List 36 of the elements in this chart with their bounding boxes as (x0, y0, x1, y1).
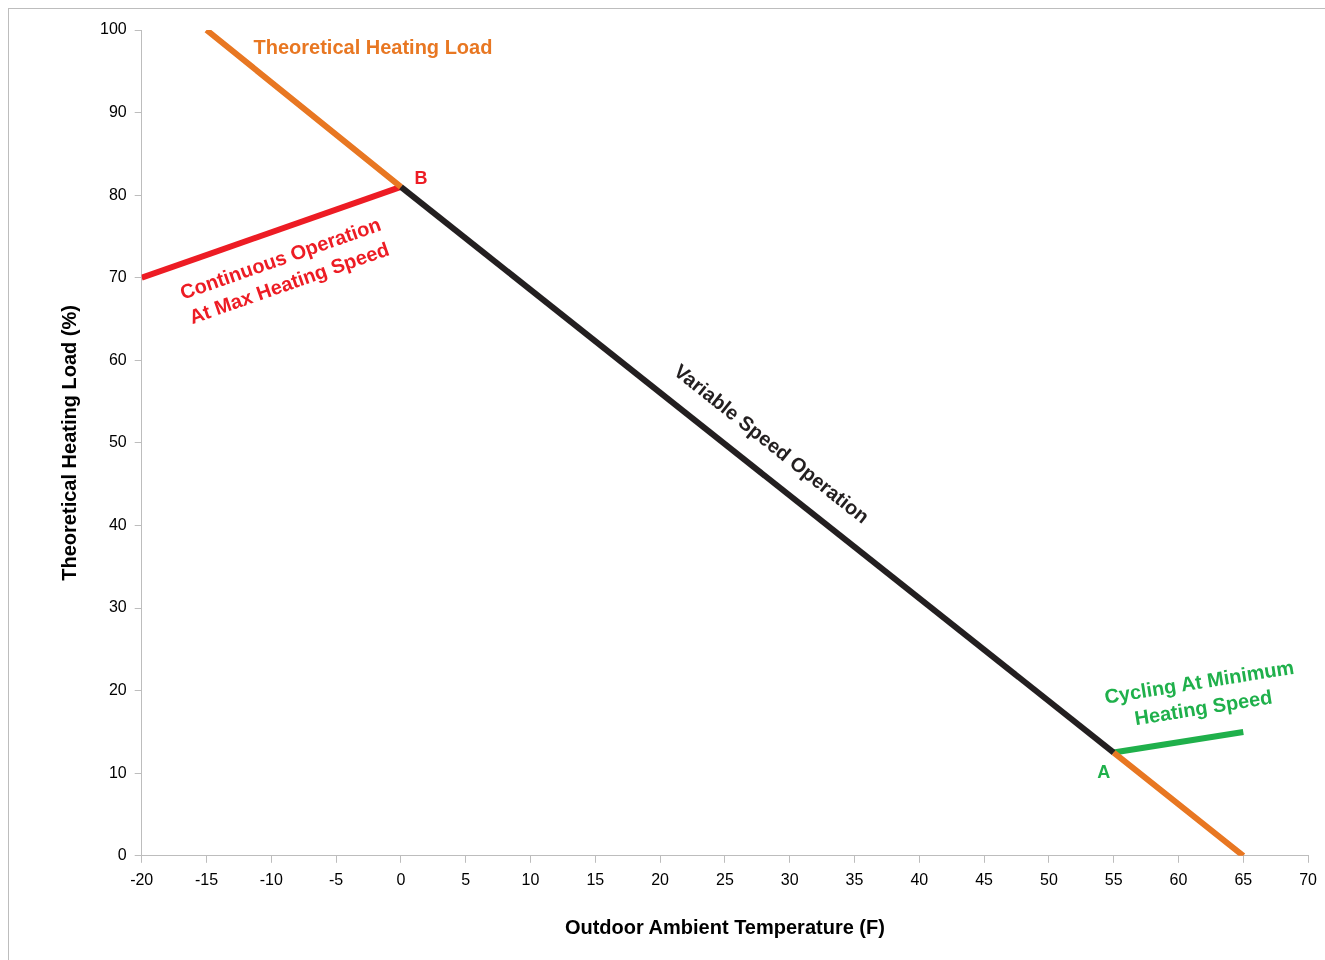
y-tick-label: 60 (108, 350, 127, 368)
series-label: Theoretical Heating Load (253, 35, 493, 58)
y-tick-label: 100 (99, 20, 127, 38)
x-tick-label: -15 (194, 870, 219, 888)
x-tick-label: 35 (845, 870, 864, 888)
text: Cycling At Minimum Heating Speed (1102, 655, 1296, 730)
y-tick-label: 30 (108, 598, 127, 616)
y-tick-label: 70 (108, 268, 127, 286)
x-axis-title: Outdoor Ambient Temperature (F) (564, 915, 885, 938)
x-tick-label: 0 (396, 870, 406, 888)
x-tick-label: 55 (1104, 870, 1123, 888)
x-tick-label: 40 (910, 870, 929, 888)
y-tick-label: 80 (108, 185, 127, 203)
x-tick-label: 5 (461, 870, 471, 888)
x-tick-label: 20 (651, 870, 670, 888)
x-tick-label: 10 (521, 870, 540, 888)
y-tick-label: 20 (108, 681, 127, 699)
x-tick-label: 25 (716, 870, 734, 888)
x-tick-label: 65 (1234, 870, 1253, 888)
annotation: A (1097, 761, 1111, 782)
x-tick-label: 70 (1299, 870, 1318, 888)
x-tick-label: -5 (328, 870, 344, 888)
y-tick-label: 40 (108, 515, 127, 533)
x-tick-label: 50 (1040, 870, 1058, 888)
x-tick-label: 45 (975, 870, 994, 888)
y-tick-label: 50 (108, 433, 127, 451)
x-tick-label: 30 (780, 870, 799, 888)
y-tick-label: 10 (108, 763, 127, 781)
annotation: B (414, 167, 428, 188)
y-axis-title: Theoretical Heating Load (%) (57, 305, 80, 581)
x-tick-label: -10 (259, 870, 283, 888)
y-tick-label: 90 (108, 102, 127, 120)
x-tick-label: 60 (1169, 870, 1188, 888)
y-tick-label: 0 (117, 846, 127, 864)
x-tick-label: 15 (586, 870, 605, 888)
x-tick-label: -20 (130, 870, 154, 888)
